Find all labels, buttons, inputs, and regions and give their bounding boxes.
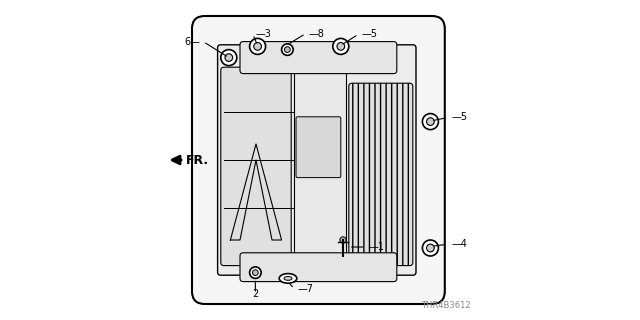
Ellipse shape — [279, 274, 297, 283]
FancyBboxPatch shape — [221, 67, 291, 266]
Circle shape — [254, 43, 262, 50]
Text: —5: —5 — [362, 29, 378, 39]
Circle shape — [225, 54, 233, 61]
Text: —7: —7 — [298, 284, 314, 294]
Text: —8: —8 — [309, 28, 324, 39]
Circle shape — [333, 38, 349, 54]
FancyBboxPatch shape — [240, 253, 397, 282]
FancyBboxPatch shape — [240, 42, 397, 74]
Circle shape — [282, 44, 293, 55]
Text: —3: —3 — [256, 29, 272, 39]
Circle shape — [253, 270, 259, 276]
Circle shape — [422, 240, 438, 256]
FancyBboxPatch shape — [218, 45, 416, 275]
Text: FR.: FR. — [186, 154, 209, 166]
FancyBboxPatch shape — [349, 83, 413, 266]
Circle shape — [427, 244, 434, 252]
Text: —1: —1 — [369, 242, 385, 252]
Circle shape — [340, 237, 346, 243]
Circle shape — [337, 43, 344, 50]
FancyBboxPatch shape — [192, 16, 445, 304]
Text: —5: —5 — [451, 112, 467, 123]
Text: 2: 2 — [252, 289, 259, 299]
Text: THR4B3612: THR4B3612 — [420, 301, 470, 310]
Circle shape — [221, 50, 237, 66]
Text: —4: —4 — [451, 239, 467, 249]
Circle shape — [250, 267, 261, 278]
Circle shape — [250, 38, 266, 54]
Ellipse shape — [284, 276, 292, 280]
Polygon shape — [294, 70, 346, 256]
FancyBboxPatch shape — [296, 117, 340, 178]
Text: 6—: 6— — [184, 36, 200, 47]
Circle shape — [427, 118, 434, 125]
Circle shape — [422, 114, 438, 130]
Circle shape — [285, 47, 291, 52]
